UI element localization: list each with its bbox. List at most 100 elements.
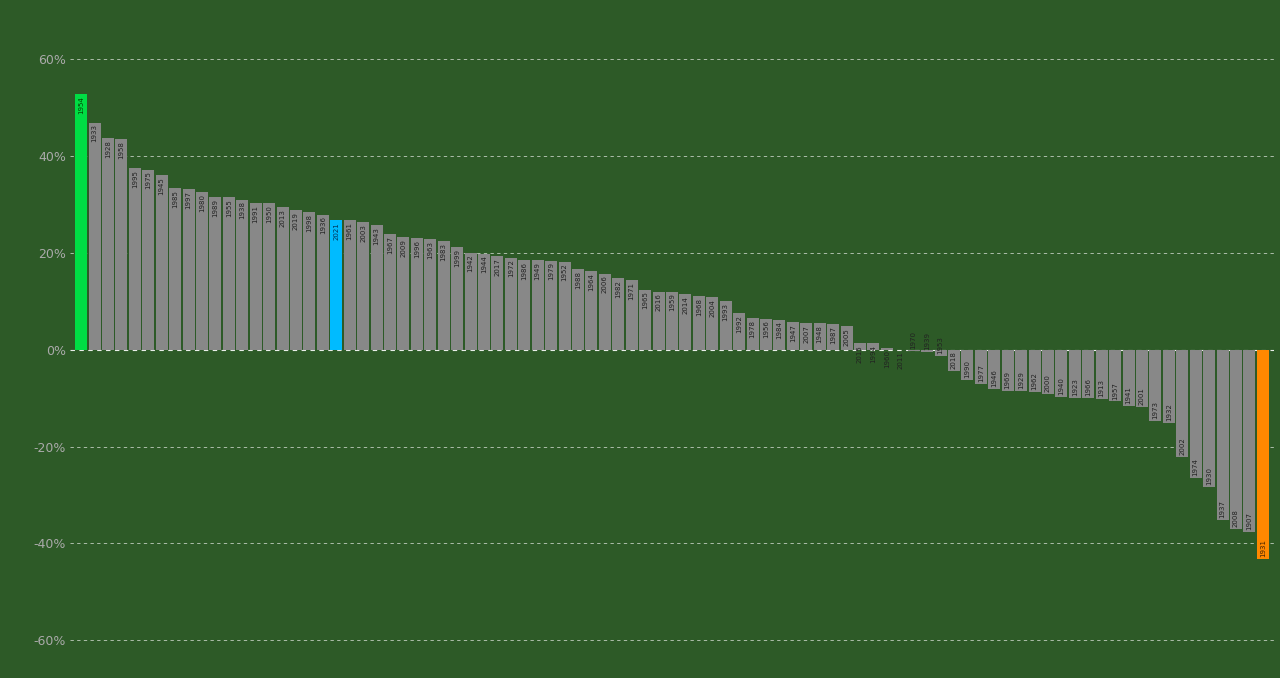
Bar [612,278,625,350]
Text: 2006: 2006 [602,275,608,294]
Text: 1972: 1972 [508,260,513,277]
Text: 2004: 2004 [709,299,716,317]
Bar [1216,350,1229,520]
Bar [975,350,987,384]
Bar [1002,350,1014,391]
Text: 1930: 1930 [1206,467,1212,485]
Text: 1999: 1999 [454,250,460,267]
Bar [773,319,786,350]
Text: 1939: 1939 [924,332,931,350]
Bar [948,350,960,371]
Bar [276,207,288,350]
Text: 1971: 1971 [628,282,635,300]
Text: 1984: 1984 [777,321,782,340]
Text: 1989: 1989 [212,199,219,216]
Text: 1957: 1957 [1112,382,1119,399]
Bar [599,274,611,350]
Bar [518,260,530,350]
Bar [196,193,209,350]
Text: 1966: 1966 [1085,378,1092,396]
Bar [317,214,329,350]
Bar [854,343,867,350]
Text: 1967: 1967 [387,236,393,254]
Text: 1928: 1928 [105,140,111,158]
Text: 1954: 1954 [78,96,84,114]
Text: 1936: 1936 [320,216,326,235]
Text: 2005: 2005 [844,328,850,346]
Text: 1953: 1953 [937,336,943,354]
Text: 1948: 1948 [817,325,823,343]
Bar [680,294,691,350]
Bar [264,203,275,350]
Bar [169,188,182,350]
Bar [250,203,261,350]
Text: 1940: 1940 [1059,377,1065,395]
Bar [1015,350,1027,391]
Text: 1960: 1960 [884,350,890,367]
Text: 1956: 1956 [763,321,769,338]
Bar [814,323,826,350]
Text: 2008: 2008 [1233,509,1239,527]
Bar [1108,350,1121,401]
Bar [183,189,195,350]
Text: 2000: 2000 [1044,374,1051,392]
Text: 1969: 1969 [1005,371,1011,389]
Text: 2009: 2009 [401,239,407,257]
Text: 1963: 1963 [428,241,434,259]
Bar [572,269,584,350]
Text: 1955: 1955 [225,199,232,217]
Text: 1985: 1985 [172,191,178,208]
Text: 2007: 2007 [804,325,809,343]
Bar [451,247,463,350]
Bar [666,292,678,350]
Bar [545,260,557,350]
Text: 2002: 2002 [1179,437,1185,455]
Bar [760,319,772,350]
Bar [1203,350,1215,487]
Text: 1964: 1964 [589,273,594,291]
Bar [465,253,476,350]
Bar [585,271,598,350]
Text: 1997: 1997 [186,191,192,210]
Bar [303,212,315,350]
Text: 1988: 1988 [575,271,581,290]
Bar [102,138,114,350]
Bar [692,296,705,350]
Bar [881,348,893,350]
Bar [210,197,221,350]
Bar [746,318,759,350]
Bar [370,225,383,350]
Text: 2018: 2018 [951,351,957,369]
Bar [787,322,799,350]
Text: 1913: 1913 [1098,379,1105,397]
Text: 1995: 1995 [132,170,138,188]
Bar [129,168,141,350]
Text: 1958: 1958 [119,142,124,159]
Bar [291,210,302,350]
Text: 1949: 1949 [535,262,540,280]
Bar [988,350,1001,389]
Bar [626,281,637,350]
Bar [1123,350,1134,406]
Text: 1983: 1983 [440,243,447,260]
Bar [908,350,920,351]
Text: 1978: 1978 [750,320,755,338]
Bar [868,343,879,350]
Text: 2015: 2015 [858,345,863,363]
Bar [639,290,652,350]
Text: 2021: 2021 [333,222,339,239]
Text: 1987: 1987 [831,326,836,344]
Text: 1968: 1968 [696,298,701,317]
Bar [733,313,745,350]
Bar [934,350,947,356]
Text: 1923: 1923 [1071,378,1078,396]
Bar [1096,350,1107,399]
Text: 1942: 1942 [467,255,474,273]
Text: 1991: 1991 [252,205,259,223]
Text: 2001: 2001 [1139,387,1146,405]
Text: 2017: 2017 [494,258,500,275]
Bar [558,262,571,350]
Text: 1907: 1907 [1247,512,1252,530]
Bar [653,292,664,350]
Text: 2013: 2013 [279,210,285,227]
